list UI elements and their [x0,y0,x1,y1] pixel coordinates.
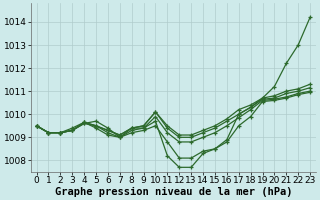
X-axis label: Graphe pression niveau de la mer (hPa): Graphe pression niveau de la mer (hPa) [55,186,292,197]
